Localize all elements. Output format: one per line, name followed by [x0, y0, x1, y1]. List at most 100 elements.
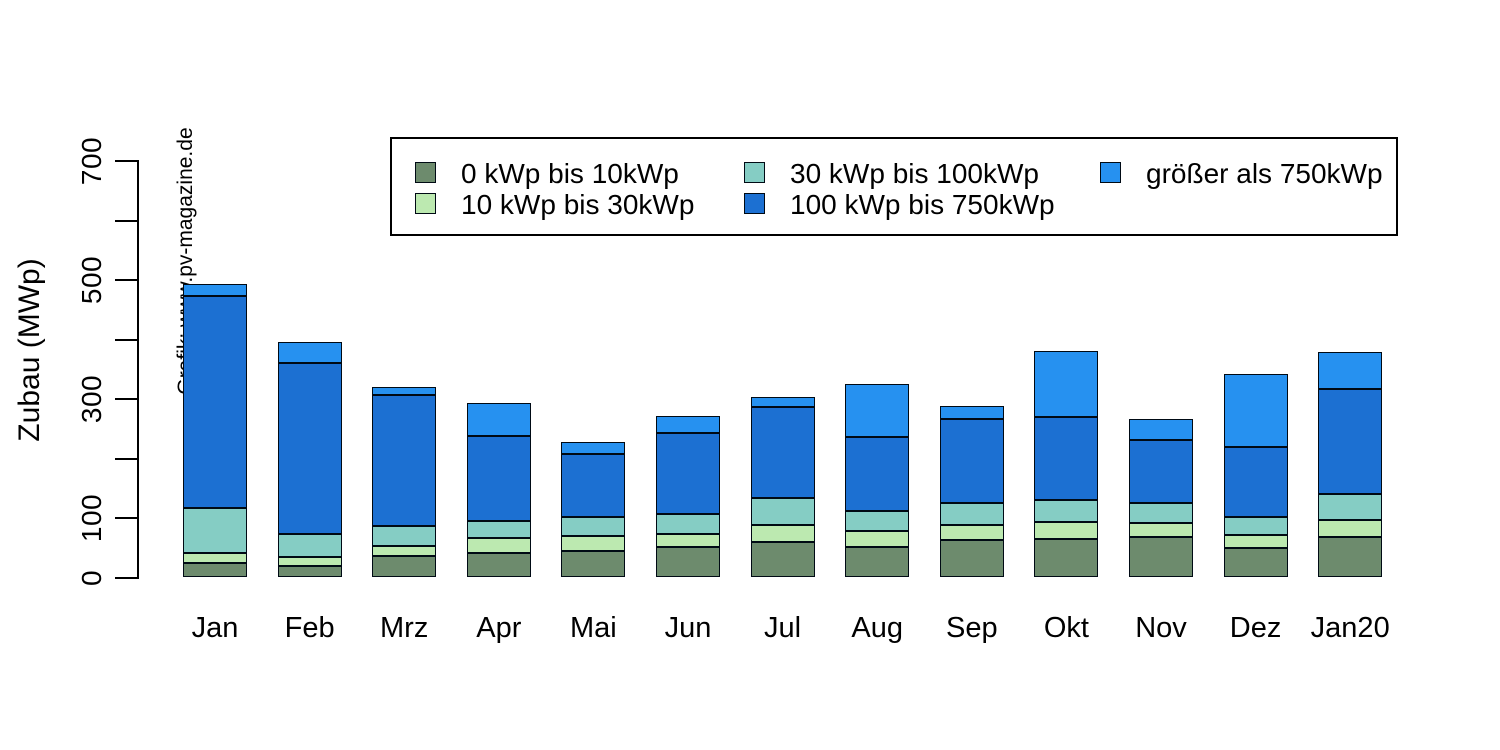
bar-segment [561, 517, 626, 537]
bar-segment [939, 419, 1004, 504]
bar-segment [656, 415, 720, 434]
bar-segment [1129, 502, 1193, 524]
legend: 0 kWp bis 10kWp 10 kWp bis 30kWp 30 kWp bi… [390, 137, 1398, 236]
y-axis-tick [115, 517, 137, 520]
y-tick-label: 100 [76, 494, 107, 543]
legend-swatch [744, 162, 765, 183]
bar-segment [1318, 351, 1383, 390]
y-axis-tick [115, 279, 137, 282]
y-tick-label: 700 [76, 136, 107, 186]
bar-segment [466, 538, 531, 553]
bar-segment [1223, 517, 1288, 536]
legend-label: 0 kWp bis 10kWp [461, 157, 679, 189]
x-tick-label: Dez [1229, 612, 1282, 644]
bar-segment [277, 565, 342, 577]
bar-segment [939, 406, 1004, 420]
bar-segment [1223, 447, 1288, 518]
bar-segment [466, 552, 531, 577]
bar-segment [750, 407, 815, 499]
y-tick-label: 0 [76, 569, 107, 587]
legend-swatch [415, 193, 436, 214]
bar-segment [372, 386, 437, 396]
bar-segment [1129, 537, 1193, 577]
bar-segment [939, 540, 1004, 577]
bar-segment [183, 295, 247, 508]
bar-segment [183, 562, 247, 577]
bar-segment [277, 557, 342, 566]
y-axis-tick [115, 577, 137, 579]
legend-swatch [1100, 162, 1121, 183]
y-axis-tick [115, 398, 137, 401]
bar-segment [372, 546, 437, 557]
bar-segment [939, 503, 1004, 526]
x-tick-label: Okt [1043, 612, 1089, 644]
bar-segment [845, 547, 910, 577]
bar-segment [1034, 499, 1099, 523]
bar-segment [561, 442, 626, 455]
bar-segment [656, 514, 720, 535]
bar-segment [561, 551, 626, 577]
bar-segment [1034, 522, 1099, 540]
bar-segment [750, 525, 815, 543]
bar-segment [183, 507, 247, 554]
y-tick-label: 500 [76, 256, 107, 305]
bar-segment [1129, 523, 1193, 538]
bar-segment [372, 526, 437, 547]
bar-segment [466, 403, 531, 437]
bar-segment [1318, 493, 1383, 521]
bar-segment [845, 383, 910, 437]
bar-segment [277, 342, 342, 364]
bar-segment [845, 511, 910, 532]
x-tick-label: Aug [851, 612, 903, 644]
x-tick-label: Jul [764, 612, 802, 644]
x-tick-label: Mrz [380, 612, 429, 644]
bar-segment [1318, 537, 1383, 577]
bar-segment [656, 534, 720, 548]
bar-segment [1318, 389, 1383, 494]
bar-segment [750, 542, 815, 577]
bar-segment [466, 521, 531, 539]
x-tick-label: Sep [945, 612, 998, 644]
bar-segment [372, 395, 437, 527]
y-tick-label: 300 [76, 375, 107, 424]
y-axis-tick [115, 219, 137, 222]
x-tick-label: Mai [570, 612, 617, 644]
bar-segment [1223, 373, 1288, 448]
x-tick-label: Apr [476, 612, 522, 644]
bar-segment [750, 397, 815, 408]
bar-segment [750, 498, 815, 526]
y-axis-line [137, 160, 139, 579]
bar-segment [183, 553, 247, 563]
y-axis-tick [115, 457, 137, 460]
bar-segment [1034, 539, 1099, 577]
bar-segment [845, 437, 910, 512]
bar-segment [656, 547, 720, 577]
y-axis-tick [115, 338, 137, 341]
legend-label: 100 kWp bis 750kWp [790, 188, 1055, 220]
bar-segment [845, 531, 910, 548]
bar-segment [561, 536, 626, 552]
bar-segment [372, 556, 437, 577]
legend-label: 30 kWp bis 100kWp [790, 157, 1039, 189]
bar-segment [277, 533, 342, 558]
bar-segment [466, 436, 531, 521]
bar-segment [1034, 416, 1099, 500]
y-axis-title: Zubau (MWp) [13, 258, 46, 442]
bar-segment [183, 283, 247, 296]
legend-swatch [744, 193, 765, 214]
bar-segment [656, 433, 720, 515]
x-tick-label: Jan20 [1310, 612, 1390, 644]
bar-segment [939, 525, 1004, 541]
bar-segment [1129, 439, 1193, 503]
x-tick-label: Jan [191, 612, 239, 644]
bar-segment [561, 454, 626, 518]
y-axis-tick [115, 160, 137, 162]
bar-segment [1318, 520, 1383, 538]
bar-segment [1034, 351, 1099, 417]
bar-segment [277, 363, 342, 534]
bar-segment [1223, 548, 1288, 577]
x-tick-label: Nov [1135, 612, 1187, 644]
x-tick-label: Jun [664, 612, 712, 644]
x-tick-label: Feb [284, 612, 335, 644]
